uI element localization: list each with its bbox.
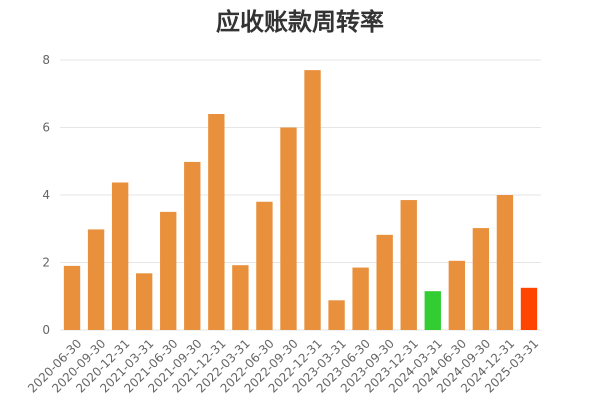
y-tick-label: 6 bbox=[42, 121, 50, 135]
y-tick-label: 2 bbox=[42, 256, 50, 270]
bar-2023-03-31 bbox=[328, 300, 345, 330]
y-tick-label: 4 bbox=[42, 188, 50, 202]
bar-2022-09-30 bbox=[280, 127, 297, 330]
bar-2024-06-30 bbox=[448, 260, 466, 330]
bar-2020-12-31 bbox=[111, 182, 129, 330]
bar-2024-09-30 bbox=[472, 228, 490, 330]
bar-2024-12-31 bbox=[496, 195, 514, 330]
bar-2021-06-30 bbox=[160, 211, 177, 330]
y-tick-label: 8 bbox=[42, 53, 50, 67]
bar-2025-03-31 bbox=[520, 287, 538, 330]
bar-2021-12-31 bbox=[208, 114, 225, 330]
bar-2021-03-31 bbox=[135, 273, 153, 330]
bar-2022-06-30 bbox=[256, 201, 273, 330]
chart-title: 应收账款周转率 bbox=[216, 8, 384, 36]
bar-2023-12-31 bbox=[400, 200, 417, 330]
bar-2021-09-30 bbox=[184, 161, 201, 330]
bar-2023-06-30 bbox=[352, 267, 369, 330]
bar-2024-03-31 bbox=[424, 291, 441, 330]
y-tick-label: 0 bbox=[42, 323, 50, 337]
bar-2020-06-30 bbox=[63, 265, 81, 330]
bar-2022-12-31 bbox=[304, 70, 321, 330]
bar-2023-09-30 bbox=[376, 234, 393, 330]
bar-2020-09-30 bbox=[87, 229, 105, 330]
bar-2022-03-31 bbox=[232, 265, 249, 330]
